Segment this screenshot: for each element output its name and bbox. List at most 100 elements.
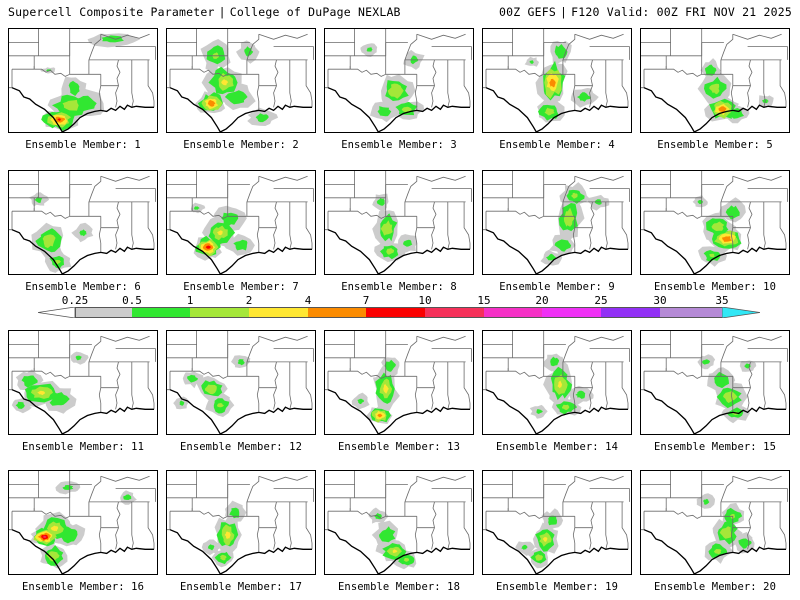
scp-map-member-2 (167, 29, 315, 132)
panel-label-member-8: Ensemble Member: 8 (341, 281, 457, 293)
colorbar-tick-20: 20 (535, 294, 549, 307)
scp-map-member-6 (9, 171, 157, 274)
ensemble-panel-3[interactable] (324, 28, 474, 133)
panel-label-member-16: Ensemble Member: 16 (21, 581, 144, 593)
source-label: College of DuPage NEXLAB (229, 5, 401, 19)
political-borders-layer (167, 29, 314, 132)
colorbar-segment-4-7 (308, 307, 366, 318)
valid-prefix: Valid: (606, 5, 650, 19)
ensemble-panel-15[interactable] (640, 330, 790, 435)
colorbar-tick-labels: 0.25 0.5 1 2 4 7 10 15 20 25 30 35 (0, 294, 800, 307)
political-borders-layer (9, 171, 156, 274)
ensemble-panel-1[interactable] (8, 28, 158, 133)
ensemble-panel-7[interactable] (166, 170, 316, 275)
colorbar-tick-2: 2 (245, 294, 253, 307)
scp-shading-layer (201, 500, 247, 568)
scp-shading-layer (540, 182, 610, 266)
political-borders-layer (483, 471, 630, 574)
ensemble-panel-6[interactable] (8, 170, 158, 275)
ensemble-panel-2[interactable] (166, 28, 316, 133)
colorbar-tick-1: 1 (186, 294, 194, 307)
ensemble-panel-9[interactable] (482, 170, 632, 275)
colorbar-segment-2-4 (249, 307, 308, 318)
scp-shading-layer (524, 40, 599, 123)
political-borders-layer (641, 471, 788, 574)
ensemble-panel-17[interactable] (166, 470, 316, 575)
scp-map-member-15 (641, 331, 789, 434)
scp-map-member-1 (9, 29, 157, 132)
ensemble-panel-10[interactable] (640, 170, 790, 275)
scp-map-member-12 (167, 331, 315, 434)
panel-label-member-4: Ensemble Member: 4 (499, 139, 615, 151)
panel-label-member-7: Ensemble Member: 7 (183, 281, 299, 293)
product-title: Supercell Composite Parameter (8, 5, 215, 19)
colorbar-segment-10-15 (425, 307, 484, 318)
run-separator: | (560, 5, 568, 19)
model-run-label: 00Z GEFS (499, 5, 557, 19)
ensemble-panel-14[interactable] (482, 330, 632, 435)
ensemble-panel-4[interactable] (482, 28, 632, 133)
title-separator: | (218, 5, 226, 19)
colorbar-tick-25: 25 (594, 294, 608, 307)
scp-shading-layer (368, 507, 417, 570)
colorbar-segment-30-35 (660, 307, 722, 318)
ensemble-panel-8[interactable] (324, 170, 474, 275)
scp-map-member-17 (167, 471, 315, 574)
colorbar-tick-4: 4 (304, 294, 312, 307)
panel-label-member-17: Ensemble Member: 17 (179, 581, 302, 593)
panel-label-member-18: Ensemble Member: 18 (337, 581, 460, 593)
ensemble-panel-18[interactable] (324, 470, 474, 575)
panel-label-member-5: Ensemble Member: 5 (657, 139, 773, 151)
colorbar: 0.25 0.5 1 2 4 7 10 15 20 25 30 35 (0, 294, 800, 324)
header-bar: Supercell Composite Parameter | College of… (0, 0, 800, 26)
colorbar-tick-7: 7 (362, 294, 370, 307)
scp-shading-layer (190, 202, 255, 261)
panel-label-member-1: Ensemble Member: 1 (25, 139, 141, 151)
political-borders-layer (641, 331, 788, 434)
ensemble-panel-5[interactable] (640, 28, 790, 133)
scp-shading-layer (515, 508, 564, 569)
ensemble-panel-11[interactable] (8, 330, 158, 435)
political-borders-layer (641, 29, 788, 132)
political-borders-layer (325, 331, 472, 434)
valid-time-label: 00Z FRI NOV 21 2025 (656, 5, 792, 19)
political-borders-layer (641, 171, 788, 274)
scp-map-member-9 (483, 171, 631, 274)
scp-shading-layer (30, 481, 137, 569)
panel-label-member-14: Ensemble Member: 14 (495, 441, 618, 453)
ensemble-panel-12[interactable] (166, 330, 316, 435)
ensemble-panel-16[interactable] (8, 470, 158, 575)
scp-shading-layer (372, 193, 418, 263)
scp-map-member-16 (9, 471, 157, 574)
political-borders-layer (167, 471, 314, 574)
scp-shading-layer (696, 493, 755, 564)
panel-label-member-12: Ensemble Member: 12 (179, 441, 302, 453)
colorbar-swatches (0, 307, 800, 318)
panel-label-member-10: Ensemble Member: 10 (653, 281, 776, 293)
forecast-hour-label: F120 (571, 5, 600, 19)
colorbar-under-arrow (38, 307, 75, 318)
scp-map-member-4 (483, 29, 631, 132)
political-borders-layer (325, 29, 472, 132)
colorbar-segment-0.5-1 (132, 307, 190, 318)
ensemble-panel-13[interactable] (324, 330, 474, 435)
scp-map-member-14 (483, 331, 631, 434)
panel-label-member-2: Ensemble Member: 2 (183, 139, 299, 151)
political-borders-layer (9, 29, 156, 132)
colorbar-over-arrow (722, 307, 760, 318)
panel-label-member-3: Ensemble Member: 3 (341, 139, 457, 151)
political-borders-layer (325, 471, 472, 574)
scp-map-member-5 (641, 29, 789, 132)
political-borders-layer (483, 29, 630, 132)
panel-label-member-11: Ensemble Member: 11 (21, 441, 144, 453)
ensemble-panel-20[interactable] (640, 470, 790, 575)
scp-map-member-7 (167, 171, 315, 274)
ensemble-panel-19[interactable] (482, 470, 632, 575)
panel-label-member-13: Ensemble Member: 13 (337, 441, 460, 453)
colorbar-segment-7-10 (366, 307, 425, 318)
political-borders-layer (483, 171, 630, 274)
panel-label-member-20: Ensemble Member: 20 (653, 581, 776, 593)
political-borders-layer (483, 331, 630, 434)
political-borders-layer (167, 171, 314, 274)
scp-shading-layer (40, 33, 141, 132)
